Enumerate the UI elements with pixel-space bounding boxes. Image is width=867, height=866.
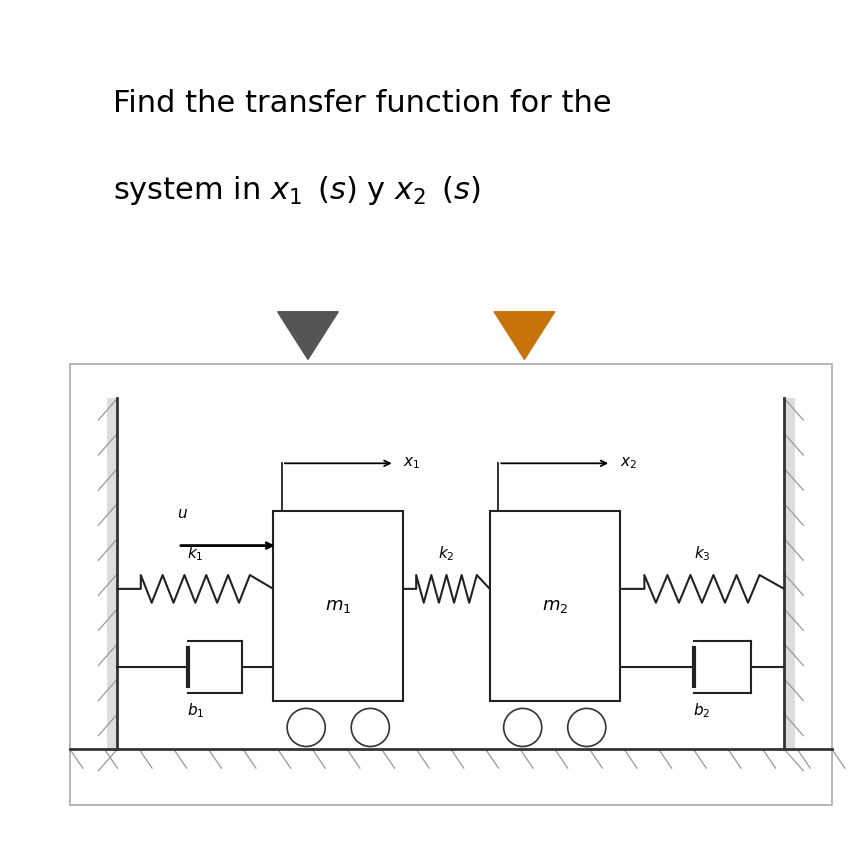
Text: $b_1$: $b_1$: [186, 701, 204, 721]
Bar: [785, 398, 795, 749]
Text: $k_3$: $k_3$: [694, 544, 710, 563]
Circle shape: [287, 708, 325, 746]
Text: $b_2$: $b_2$: [694, 701, 711, 721]
Polygon shape: [494, 312, 555, 359]
Circle shape: [351, 708, 389, 746]
Circle shape: [568, 708, 606, 746]
Text: $m_1$: $m_1$: [325, 598, 351, 615]
Text: system in $x_1\,$ $(s)$ y $x_2\,$ $(s)$: system in $x_1\,$ $(s)$ y $x_2\,$ $(s)$: [113, 174, 481, 207]
Text: Find the transfer function for the: Find the transfer function for the: [113, 89, 612, 119]
Polygon shape: [277, 312, 338, 359]
Bar: [490, 511, 620, 701]
Text: $x_1$: $x_1$: [403, 456, 420, 471]
Bar: [107, 398, 117, 749]
Bar: [69, 364, 831, 805]
Circle shape: [504, 708, 542, 746]
Text: $m_2$: $m_2$: [542, 598, 568, 615]
Text: $x_2$: $x_2$: [620, 456, 636, 471]
Bar: [273, 511, 403, 701]
Text: $u$: $u$: [177, 507, 188, 521]
Text: $k_2$: $k_2$: [438, 544, 455, 563]
Text: $k_1$: $k_1$: [187, 544, 204, 563]
